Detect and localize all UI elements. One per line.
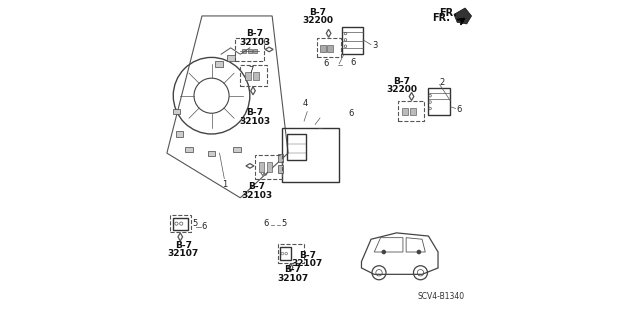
Bar: [176, 131, 184, 137]
Bar: [245, 72, 251, 80]
Text: 32107: 32107: [168, 249, 199, 258]
Text: 32200: 32200: [387, 85, 417, 94]
Text: 7: 7: [249, 66, 254, 75]
Text: 1: 1: [221, 180, 227, 189]
Bar: [227, 55, 236, 61]
Text: B-7: B-7: [246, 29, 263, 38]
Bar: [208, 151, 216, 156]
Text: 5: 5: [193, 219, 198, 228]
Text: 6: 6: [348, 109, 353, 118]
Bar: [410, 108, 416, 115]
Circle shape: [382, 250, 385, 254]
Polygon shape: [454, 8, 472, 24]
Bar: [186, 147, 193, 152]
Text: 3: 3: [372, 41, 378, 50]
Text: B-7: B-7: [309, 8, 326, 17]
Bar: [215, 61, 223, 67]
Text: 32103: 32103: [239, 38, 270, 47]
Text: FR.: FR.: [432, 12, 450, 23]
Bar: [253, 49, 257, 53]
Bar: [242, 49, 246, 53]
Text: B-7: B-7: [394, 77, 410, 86]
Bar: [327, 45, 333, 52]
Text: B-7: B-7: [299, 251, 316, 260]
Text: 4: 4: [303, 100, 308, 108]
Text: 6: 6: [264, 219, 269, 228]
Text: B-7: B-7: [284, 265, 301, 274]
Circle shape: [417, 250, 420, 254]
Text: B-7: B-7: [175, 241, 192, 250]
Text: 6: 6: [201, 222, 206, 231]
Bar: [403, 108, 408, 115]
Text: B-7: B-7: [248, 182, 266, 191]
Text: 32103: 32103: [241, 191, 273, 200]
Text: 2: 2: [440, 78, 445, 87]
Text: 32103: 32103: [239, 117, 270, 126]
Text: SCV4-B1340: SCV4-B1340: [418, 292, 465, 301]
Bar: [173, 109, 180, 114]
Text: FR.: FR.: [439, 8, 457, 18]
Text: B-7: B-7: [246, 108, 263, 117]
Text: 6: 6: [456, 105, 461, 114]
Text: 32107: 32107: [292, 259, 323, 268]
Bar: [278, 165, 283, 173]
Bar: [259, 162, 264, 172]
Text: 32107: 32107: [277, 274, 308, 283]
Text: 5: 5: [282, 219, 287, 228]
Bar: [320, 45, 326, 52]
Bar: [253, 72, 259, 80]
Bar: [267, 162, 273, 172]
Bar: [248, 49, 252, 53]
Bar: [278, 154, 283, 162]
Text: 32200: 32200: [302, 16, 333, 25]
Bar: [233, 147, 241, 152]
Text: 6: 6: [324, 59, 329, 68]
Text: 6: 6: [350, 58, 356, 67]
